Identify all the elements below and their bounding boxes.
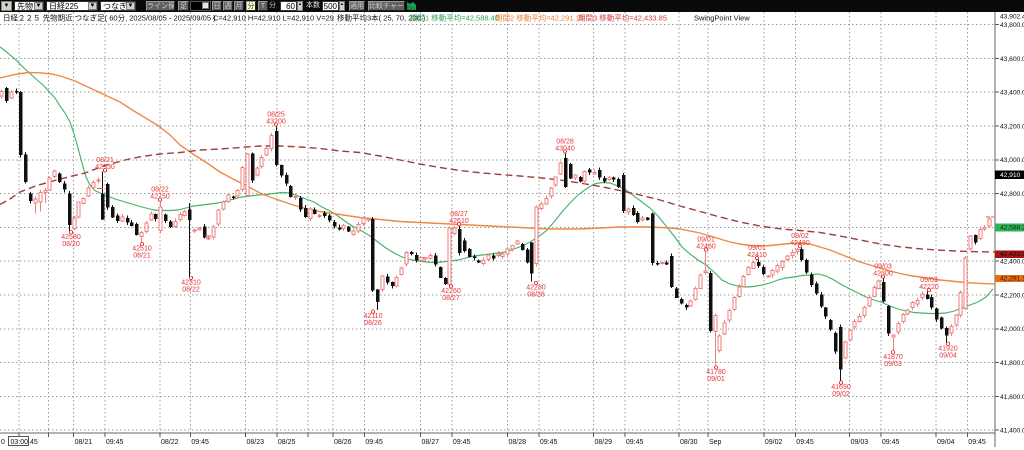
svg-text:日経２２５ 先物期近 つなぎ足( 60分, 2025/08/: 日経２２５ 先物期近 つなぎ足( 60分, 2025/08/05 - 2025/…: [3, 12, 750, 22]
svg-text:42930: 42930: [95, 164, 115, 171]
svg-text:09/01: 09/01: [748, 245, 766, 252]
svg-text:08/29: 08/29: [595, 439, 613, 446]
svg-text:08/28: 08/28: [509, 439, 527, 446]
svg-text:08/30: 08/30: [680, 439, 698, 446]
svg-text:09:45: 09:45: [365, 439, 383, 446]
svg-text:03:00: 03:00: [11, 439, 29, 446]
svg-text:09:45: 09:45: [882, 439, 900, 446]
svg-text:42,000.0: 42,000.0: [1000, 326, 1024, 333]
svg-text:43,800.0: 43,800.0: [1000, 22, 1024, 29]
svg-text:42310: 42310: [181, 279, 201, 286]
svg-text:09/03: 09/03: [851, 439, 869, 446]
svg-text:08/21: 08/21: [96, 157, 114, 164]
svg-text:41,400.0: 41,400.0: [1000, 428, 1024, 435]
svg-text:09/01: 09/01: [707, 376, 725, 383]
svg-text:41,600.0: 41,600.0: [1000, 394, 1024, 401]
svg-text:42410: 42410: [747, 252, 767, 259]
svg-text:09:45: 09:45: [540, 439, 558, 446]
svg-text:09/01: 09/01: [697, 237, 715, 244]
svg-text:08/26: 08/26: [364, 320, 382, 327]
svg-text:08/22: 08/22: [182, 286, 200, 293]
svg-text:42220: 42220: [919, 284, 939, 291]
svg-text:09/02: 09/02: [791, 233, 809, 240]
svg-text:09:45: 09:45: [968, 439, 986, 446]
svg-text:41690: 41690: [831, 384, 851, 391]
svg-text:08/22: 08/22: [161, 439, 179, 446]
svg-text:42280: 42280: [526, 285, 546, 292]
svg-text:42,910: 42,910: [1000, 172, 1021, 179]
svg-text:42,588.2: 42,588.2: [1000, 225, 1024, 232]
svg-text:41870: 41870: [883, 354, 903, 361]
svg-text:09/04: 09/04: [937, 439, 955, 446]
svg-text:09:45: 09:45: [626, 439, 644, 446]
svg-text:Sep: Sep: [709, 439, 722, 446]
svg-text:09/02: 09/02: [765, 439, 783, 446]
svg-text:09/03: 09/03: [884, 361, 902, 368]
svg-text:08/28: 08/28: [527, 292, 545, 299]
svg-text:42,400.0: 42,400.0: [1000, 259, 1024, 266]
svg-text:08/21: 08/21: [75, 439, 93, 446]
svg-text:43,000.0: 43,000.0: [1000, 157, 1024, 164]
svg-text:42300: 42300: [873, 271, 893, 278]
svg-text:41,800.0: 41,800.0: [1000, 360, 1024, 367]
svg-text:42260: 42260: [441, 288, 461, 295]
svg-text:09/03: 09/03: [874, 264, 892, 271]
svg-text:08/28: 08/28: [556, 139, 574, 146]
svg-text:41920: 41920: [938, 345, 958, 352]
svg-text:42,800.0: 42,800.0: [1000, 191, 1024, 198]
svg-text:42580: 42580: [61, 234, 81, 241]
svg-text:43200: 43200: [266, 119, 286, 126]
svg-text:43,902.4: 43,902.4: [1000, 14, 1024, 21]
svg-text:08/27: 08/27: [442, 295, 460, 302]
svg-text:09/04: 09/04: [939, 352, 957, 359]
svg-text:08/27: 08/27: [422, 439, 440, 446]
svg-text:08/22: 08/22: [151, 187, 169, 194]
svg-text:09:45: 09:45: [453, 439, 471, 446]
svg-text:42480: 42480: [790, 240, 810, 247]
svg-text:42510: 42510: [132, 246, 152, 253]
svg-text:08/25: 08/25: [267, 112, 285, 119]
svg-text:08/26: 08/26: [334, 439, 352, 446]
svg-text:09:45: 09:45: [191, 439, 209, 446]
svg-text:08/27: 08/27: [450, 211, 468, 218]
svg-text:43040: 43040: [555, 146, 575, 153]
svg-text:08/25: 08/25: [278, 439, 296, 446]
svg-text:09/02: 09/02: [832, 391, 850, 398]
svg-text:42,291.1: 42,291.1: [1000, 275, 1024, 282]
svg-text:43,400.0: 43,400.0: [1000, 90, 1024, 97]
svg-text:09/03: 09/03: [920, 277, 938, 284]
svg-text:45: 45: [30, 439, 38, 446]
svg-text:09:45: 09:45: [106, 439, 124, 446]
svg-text:09:45: 09:45: [796, 439, 814, 446]
svg-text:08/21: 08/21: [133, 253, 151, 260]
svg-text:42460: 42460: [696, 244, 716, 251]
svg-text:42610: 42610: [449, 218, 469, 225]
svg-text:41780: 41780: [706, 369, 726, 376]
svg-text:43,200.0: 43,200.0: [1000, 123, 1024, 130]
svg-text:42110: 42110: [364, 313, 383, 320]
svg-text:0: 0: [1, 439, 5, 446]
svg-text:42,433.0: 42,433.0: [1000, 251, 1024, 258]
svg-text:42,200.0: 42,200.0: [1000, 292, 1024, 299]
svg-text:43,600.0: 43,600.0: [1000, 56, 1024, 63]
svg-text:42750: 42750: [150, 194, 170, 201]
svg-text:08/23: 08/23: [247, 439, 265, 446]
svg-text:08/20: 08/20: [62, 241, 80, 248]
